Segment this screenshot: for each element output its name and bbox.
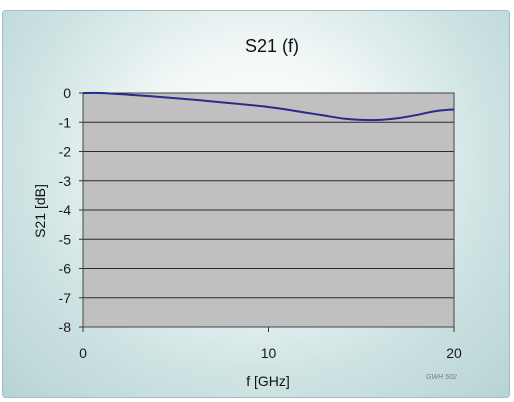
y-tick-label: -4 <box>59 202 72 218</box>
x-tick-label: 20 <box>446 345 462 361</box>
y-axis-label: S21 [dB] <box>32 184 48 238</box>
y-tick-label: -2 <box>59 144 72 160</box>
chart-title: S21 (f) <box>245 36 299 56</box>
y-tick-label: -8 <box>59 319 72 335</box>
series-line-s21 <box>82 91 455 122</box>
x-tick-label: 10 <box>261 345 277 361</box>
y-tick-label: -3 <box>59 173 72 189</box>
y-tick-label: -5 <box>59 231 72 247</box>
x-axis-label: f [GHz] <box>246 373 290 389</box>
y-tick-label: -1 <box>59 114 72 130</box>
y-tick-label: 0 <box>63 85 71 101</box>
figure-code: GWH 502 <box>426 374 457 381</box>
y-tick-label: -6 <box>59 261 72 277</box>
x-tick-label: 0 <box>79 345 87 361</box>
y-tick-label: -7 <box>59 290 72 306</box>
y-axis-ticks: 0 -1 -2 -3 -4 -5 -6 -7 -8 <box>59 85 83 335</box>
x-axis-ticks: 0 10 20 <box>79 327 462 361</box>
